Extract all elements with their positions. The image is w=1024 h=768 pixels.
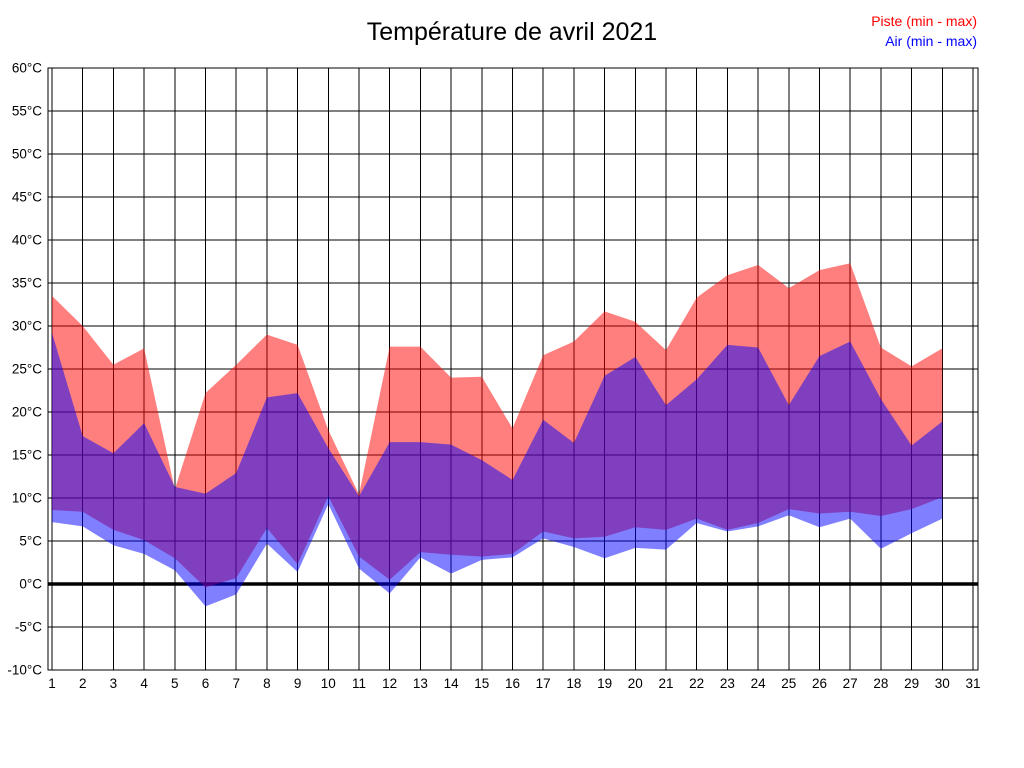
- y-tick-label: 55°C: [12, 104, 42, 119]
- x-tick-label: 3: [110, 676, 118, 691]
- legend-air-label: Air (min - max): [885, 33, 977, 49]
- x-tick-label: 15: [474, 676, 489, 691]
- x-tick-label: 28: [873, 676, 888, 691]
- x-tick-label: 30: [935, 676, 950, 691]
- x-tick-label: 8: [263, 676, 271, 691]
- y-tick-label: 40°C: [12, 233, 42, 248]
- y-tick-label: 10°C: [12, 491, 42, 506]
- x-tick-label: 11: [352, 676, 366, 691]
- x-tick-label: 12: [382, 676, 397, 691]
- y-tick-label: -5°C: [15, 620, 42, 635]
- x-tick-label: 16: [505, 676, 520, 691]
- x-tick-label: 5: [171, 676, 179, 691]
- x-tick-label: 2: [79, 676, 87, 691]
- x-tick-label: 22: [689, 676, 704, 691]
- x-tick-label: 31: [965, 676, 980, 691]
- x-tick-label: 19: [597, 676, 612, 691]
- y-tick-label: 50°C: [12, 147, 42, 162]
- x-tick-label: 18: [566, 676, 581, 691]
- y-tick-label: 0°C: [19, 577, 42, 592]
- plot-border: [47, 67, 979, 671]
- x-tick-label: 24: [751, 676, 767, 691]
- y-tick-label: 15°C: [12, 448, 42, 463]
- y-tick-label: 25°C: [12, 362, 42, 377]
- x-tick-label: 14: [444, 676, 460, 691]
- x-tick-label: 25: [781, 676, 796, 691]
- x-tick-label: 29: [904, 676, 919, 691]
- x-tick-label: 6: [202, 676, 210, 691]
- legend-piste-label: Piste (min - max): [871, 13, 977, 29]
- x-tick-label: 1: [48, 676, 56, 691]
- y-tick-label: 20°C: [12, 405, 42, 420]
- y-tick-label: -10°C: [7, 663, 42, 678]
- x-tick-label: 23: [720, 676, 735, 691]
- y-tick-label: 35°C: [12, 276, 42, 291]
- y-tick-label: 60°C: [12, 61, 42, 76]
- y-tick-label: 5°C: [19, 534, 42, 549]
- y-axis-labels: 60°C 55°C 50°C 45°C 40°C 35°C 30°C 25°C 20°C 15°C…: [7, 61, 42, 678]
- x-tick-label: 10: [321, 676, 336, 691]
- legend: Piste (min - max) Air (min - max): [871, 11, 977, 51]
- x-tick-label: 21: [658, 676, 673, 691]
- x-tick-label: 20: [628, 676, 643, 691]
- y-tick-label: 30°C: [12, 319, 42, 334]
- air-band: [52, 332, 943, 607]
- x-tick-label: 7: [232, 676, 240, 691]
- x-tick-label: 9: [294, 676, 302, 691]
- x-tick-label: 27: [843, 676, 858, 691]
- x-tick-label: 17: [536, 676, 551, 691]
- x-tick-label: 4: [140, 676, 148, 691]
- chart-title: Température de avril 2021: [366, 18, 658, 46]
- x-tick-label: 13: [413, 676, 428, 691]
- y-tick-label: 45°C: [12, 190, 42, 205]
- x-tick-label: 26: [812, 676, 827, 691]
- x-axis-labels: 1 2 3 4 5 6 7 8 9 10 11 12 13 14 15 16 17 18 19 20 21 22 23 24 2…: [48, 676, 980, 691]
